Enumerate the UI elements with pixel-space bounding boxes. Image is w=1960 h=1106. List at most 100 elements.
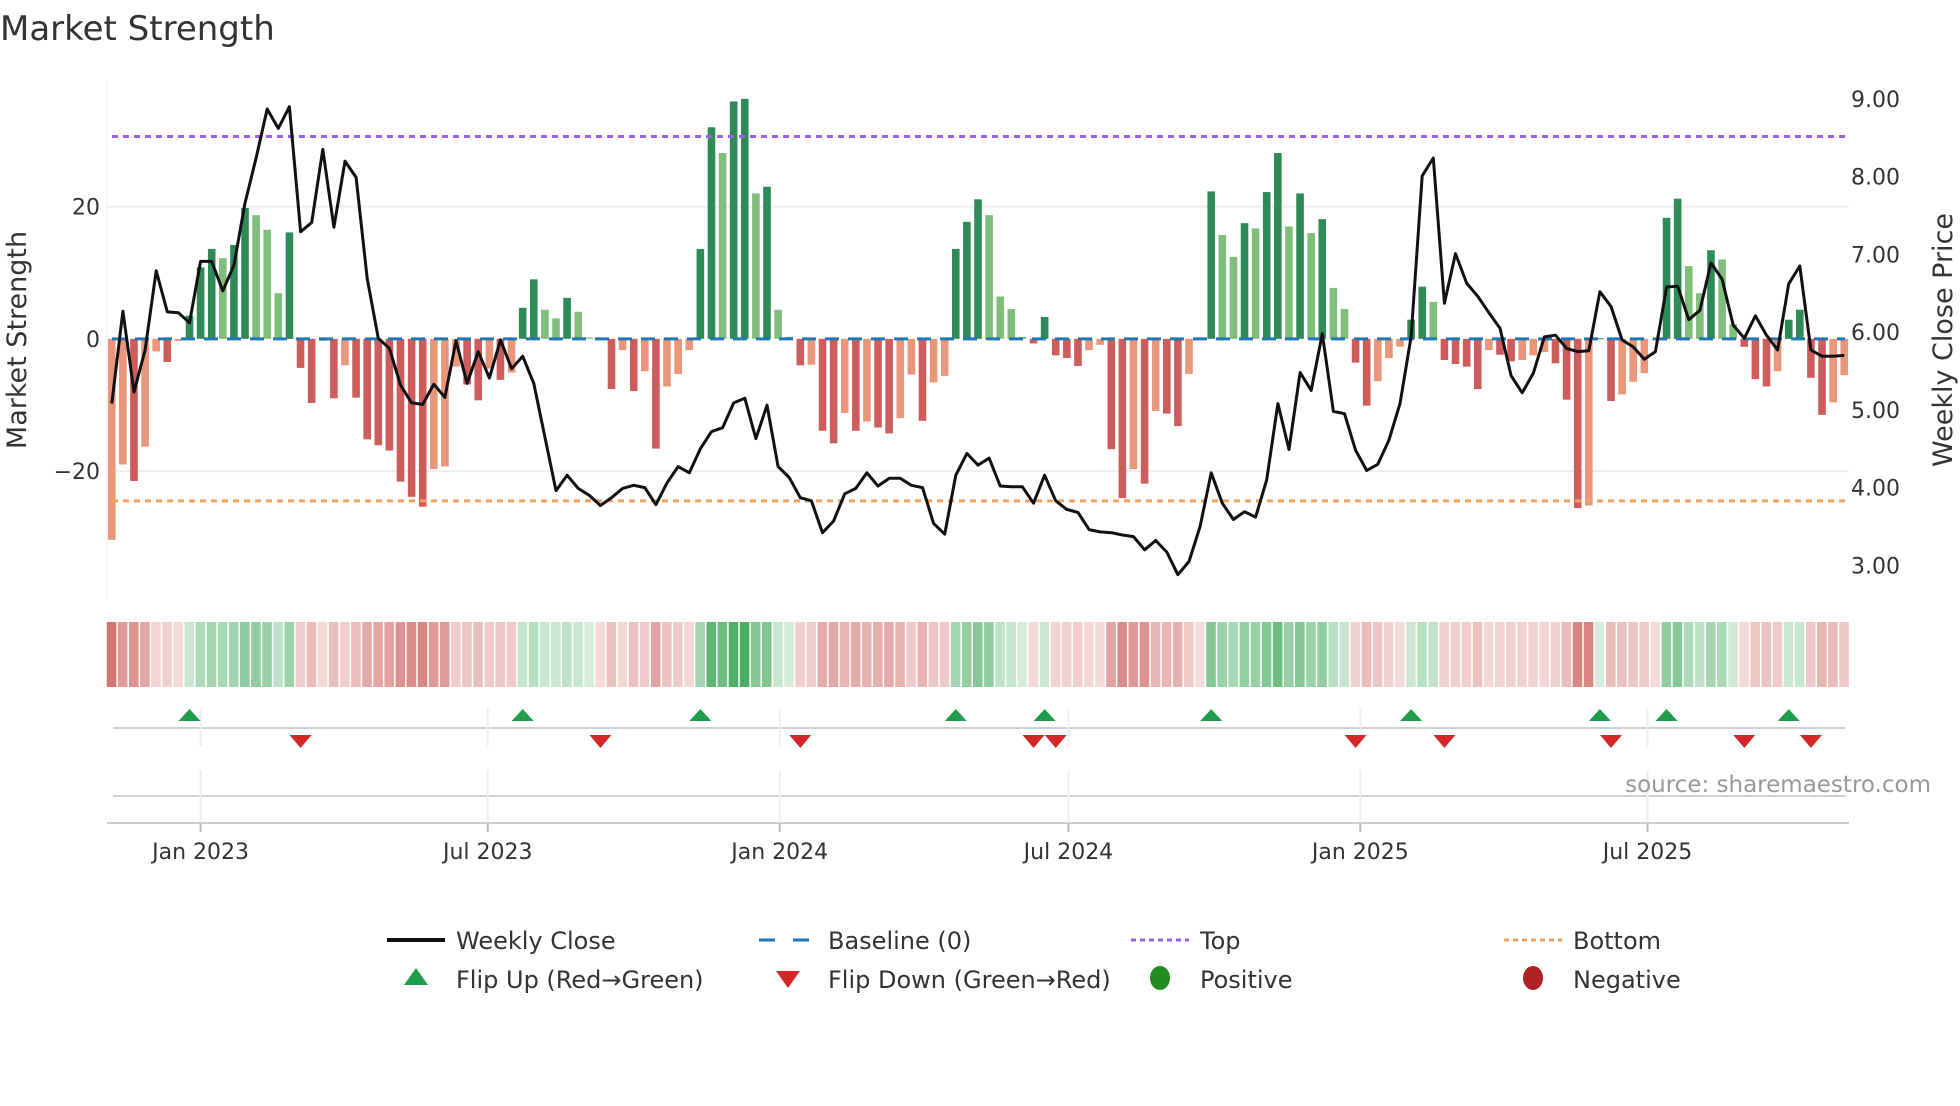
flip-down-marker bbox=[1733, 735, 1756, 748]
strength-bar bbox=[1296, 193, 1304, 339]
strength-bar bbox=[863, 338, 871, 422]
strength-bar bbox=[996, 296, 1005, 339]
strength-bar bbox=[629, 338, 638, 392]
strength-bar bbox=[1751, 338, 1760, 380]
y2-tick-label: 4.00 bbox=[1851, 477, 1900, 502]
strength-bar bbox=[929, 338, 938, 383]
heat-cell bbox=[1061, 622, 1072, 687]
heat-cell bbox=[1439, 622, 1450, 687]
strength-bar bbox=[518, 307, 527, 339]
heat-cell bbox=[750, 622, 761, 687]
strength-bar bbox=[1007, 309, 1016, 339]
heat-cell bbox=[1805, 622, 1816, 687]
heat-cell bbox=[1106, 622, 1116, 687]
strength-bar bbox=[1451, 338, 1460, 364]
strength-bar bbox=[1596, 338, 1604, 340]
y-tick-label: −20 bbox=[54, 460, 100, 485]
strength-bar bbox=[1329, 287, 1338, 339]
strength-bar bbox=[1274, 153, 1282, 339]
strength-bar bbox=[1540, 338, 1549, 353]
heat-cell bbox=[1583, 622, 1594, 687]
strength-bar bbox=[974, 199, 982, 339]
strength-bar bbox=[1740, 338, 1749, 347]
heat-cell bbox=[1550, 622, 1561, 687]
strength-bar bbox=[1773, 338, 1782, 372]
heat-cell bbox=[1517, 622, 1527, 687]
flip-up-marker bbox=[1200, 709, 1223, 721]
y2-tick-label: 8.00 bbox=[1851, 166, 1900, 191]
strength-bar bbox=[740, 98, 749, 339]
strength-bar bbox=[896, 338, 905, 419]
strength-bar bbox=[985, 215, 993, 339]
heat-cell bbox=[639, 622, 650, 687]
legend-label: Weekly Close bbox=[456, 927, 616, 955]
strength-bar bbox=[1063, 338, 1071, 359]
strength-bar bbox=[541, 309, 549, 339]
flip-down-marker bbox=[1022, 735, 1045, 748]
strength-bar bbox=[1607, 338, 1615, 401]
y2-tick-label: 6.00 bbox=[1851, 321, 1900, 346]
heat-cell bbox=[439, 622, 450, 687]
strength-bar bbox=[407, 338, 416, 497]
y2-axis-label: Weekly Close Price bbox=[1928, 213, 1959, 467]
strength-bar bbox=[729, 101, 738, 339]
heat-cell bbox=[351, 622, 361, 687]
heat-cell bbox=[395, 622, 406, 687]
strength-bar bbox=[1351, 338, 1360, 363]
heat-cell bbox=[928, 622, 939, 687]
heat-cell bbox=[1295, 622, 1305, 687]
heat-cell bbox=[906, 622, 916, 687]
strength-bar bbox=[641, 338, 649, 372]
heat-cell bbox=[406, 622, 417, 687]
heat-cell bbox=[184, 622, 195, 687]
heat-cell bbox=[828, 622, 839, 687]
heat-cell bbox=[428, 622, 439, 687]
heat-cell bbox=[784, 622, 794, 687]
strength-bar bbox=[1229, 256, 1238, 339]
strength-bar bbox=[1840, 338, 1849, 376]
strength-bar bbox=[1718, 259, 1726, 339]
strength-bar bbox=[1618, 338, 1626, 395]
strength-bar bbox=[1051, 338, 1060, 356]
y2-tick-label: 5.00 bbox=[1851, 399, 1900, 424]
heat-cell bbox=[1506, 622, 1516, 687]
heat-cell bbox=[1117, 622, 1127, 687]
strength-bar bbox=[463, 338, 471, 385]
strength-bar bbox=[1074, 338, 1082, 366]
heat-cell bbox=[506, 622, 517, 687]
heat-cell bbox=[1750, 622, 1760, 687]
strength-bar bbox=[1251, 228, 1260, 339]
heat-cell bbox=[1306, 622, 1316, 687]
heat-cell bbox=[950, 622, 961, 687]
strength-bar bbox=[1118, 338, 1127, 499]
strength-bar bbox=[452, 338, 460, 367]
flip-up-marker bbox=[1400, 709, 1423, 721]
legend-label: Flip Down (Green→Red) bbox=[828, 966, 1111, 994]
flip-up-marker bbox=[511, 709, 534, 721]
y2-tick-label: 7.00 bbox=[1851, 243, 1900, 268]
strength-bar bbox=[1807, 338, 1815, 378]
legend-item: Flip Up (Red→Green) bbox=[404, 966, 704, 994]
heat-cell bbox=[1494, 622, 1505, 687]
strength-bar bbox=[174, 338, 183, 341]
heat-cell bbox=[539, 622, 550, 687]
y-tick-label: 20 bbox=[72, 196, 100, 221]
legend-item: Bottom bbox=[1504, 927, 1661, 955]
heat-cell bbox=[1361, 622, 1372, 687]
strength-bar bbox=[807, 338, 816, 365]
heat-cell bbox=[373, 622, 383, 687]
flip-down-marker bbox=[1433, 735, 1456, 748]
heat-cell bbox=[1717, 622, 1727, 687]
heat-cell bbox=[217, 622, 228, 687]
heat-cell bbox=[1783, 622, 1794, 687]
strength-bar bbox=[385, 338, 394, 451]
legend-item: Top bbox=[1131, 927, 1241, 955]
strength-bar bbox=[1262, 192, 1271, 339]
flip-up-marker bbox=[1777, 709, 1800, 721]
flip-down-marker bbox=[289, 735, 312, 748]
strength-bar bbox=[840, 338, 849, 413]
heat-cell bbox=[1017, 622, 1028, 687]
heat-cell bbox=[1461, 622, 1472, 687]
heat-cell bbox=[384, 622, 395, 687]
heat-cell bbox=[795, 622, 805, 687]
